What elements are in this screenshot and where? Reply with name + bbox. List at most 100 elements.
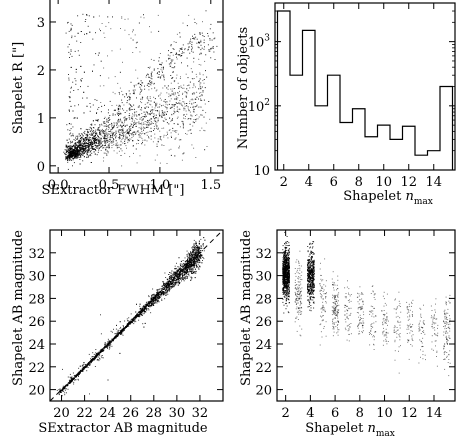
fwhm-point	[207, 33, 209, 34]
nmax-histogram-bar	[353, 109, 366, 170]
fwhm-point	[113, 132, 115, 133]
magnitude-point	[175, 268, 177, 270]
fwhm-point	[145, 113, 146, 115]
fwhm-point	[131, 134, 133, 136]
fwhm-point	[85, 143, 87, 145]
fwhm-point	[182, 122, 184, 124]
fwhm-point	[201, 94, 203, 96]
fwhm-point	[94, 136, 96, 138]
fwhm-point	[126, 129, 128, 131]
magnitude-point	[190, 259, 192, 261]
fwhm-point	[69, 146, 71, 148]
fwhm-point	[156, 125, 158, 127]
magnitude-point	[183, 263, 185, 265]
fwhm-point	[72, 126, 74, 128]
fwhm-point	[107, 55, 108, 57]
fwhm-point	[93, 64, 95, 66]
magnitude-point	[175, 271, 177, 273]
fwhm-point	[81, 133, 83, 135]
magnitude-point	[190, 271, 192, 273]
fwhm-point	[189, 129, 191, 131]
magnitude-point	[198, 248, 200, 250]
fwhm-point	[96, 139, 98, 140]
fwhm-point	[193, 111, 195, 113]
fwhm-point	[104, 130, 106, 132]
magnitude-point	[186, 254, 188, 256]
fwhm-point	[79, 159, 81, 160]
fwhm-point	[123, 104, 125, 106]
fwhm-point	[182, 101, 184, 103]
fwhm-point	[96, 113, 97, 114]
magnitude-point	[153, 293, 155, 295]
fwhm-point	[193, 108, 195, 110]
fwhm-point	[133, 115, 135, 117]
fwhm-point	[150, 73, 152, 75]
fwhm-point	[161, 70, 163, 72]
fwhm-point	[192, 92, 194, 94]
fwhm-point	[195, 157, 197, 158]
fwhm-point	[174, 66, 176, 68]
fwhm-point	[164, 105, 166, 107]
fwhm-point	[189, 81, 191, 83]
fwhm-point	[81, 153, 83, 155]
fwhm-point	[69, 144, 71, 146]
fwhm-point	[85, 142, 87, 144]
fwhm-point	[94, 124, 96, 126]
magnitude-point	[184, 272, 186, 274]
fwhm-point	[190, 114, 192, 116]
fwhm-point	[79, 152, 81, 154]
fwhm-point	[165, 113, 167, 115]
fwhm-point	[71, 24, 73, 26]
fwhm-point	[170, 75, 172, 76]
magnitude-point	[176, 262, 177, 264]
magnitude-point	[143, 309, 145, 311]
magnitude-point	[130, 322, 132, 324]
fwhm-point	[132, 132, 134, 133]
fwhm-point	[190, 129, 192, 131]
fwhm-point	[189, 123, 191, 125]
fwhm-point	[104, 135, 106, 137]
magnitude-point	[156, 299, 158, 301]
fwhm-point	[141, 98, 143, 100]
fwhm-point	[87, 131, 89, 133]
fwhm-point	[92, 38, 94, 40]
fwhm-point	[67, 46, 69, 48]
fwhm-point	[179, 100, 181, 102]
fwhm-point	[85, 128, 87, 130]
fwhm-point	[116, 127, 118, 129]
fwhm-point	[71, 149, 73, 151]
fwhm-point	[140, 90, 142, 92]
fwhm-point	[88, 145, 90, 147]
fwhm-point	[130, 128, 132, 130]
magnitude-point	[174, 285, 175, 287]
fwhm-point	[127, 18, 129, 20]
nmax-histogram-x-tick-label: 8	[355, 175, 363, 190]
fwhm-point	[78, 152, 80, 154]
fwhm-point	[189, 42, 191, 44]
fwhm-point	[99, 140, 101, 142]
fwhm-point	[141, 85, 143, 87]
fwhm-point	[182, 93, 183, 95]
magnitude-point	[197, 248, 199, 250]
fwhm-point	[157, 76, 159, 78]
fwhm-point	[126, 118, 128, 120]
fwhm-point	[94, 149, 96, 151]
fwhm-point	[93, 136, 95, 138]
fwhm-point	[124, 119, 126, 121]
fwhm-point	[120, 118, 121, 120]
fwhm-point	[162, 87, 164, 89]
fwhm-point	[139, 117, 141, 119]
fwhm-point	[80, 42, 82, 43]
fwhm-point	[69, 140, 71, 142]
fwhm-point	[113, 109, 115, 111]
fwhm-point	[106, 128, 108, 130]
fwhm-point	[89, 130, 91, 132]
fwhm-point	[176, 74, 178, 76]
magnitude-point	[198, 243, 200, 245]
fwhm-point	[128, 115, 130, 117]
fwhm-point	[80, 65, 82, 67]
fwhm-point	[74, 105, 76, 107]
magnitude-point	[199, 257, 201, 259]
fwhm-point	[132, 52, 134, 53]
